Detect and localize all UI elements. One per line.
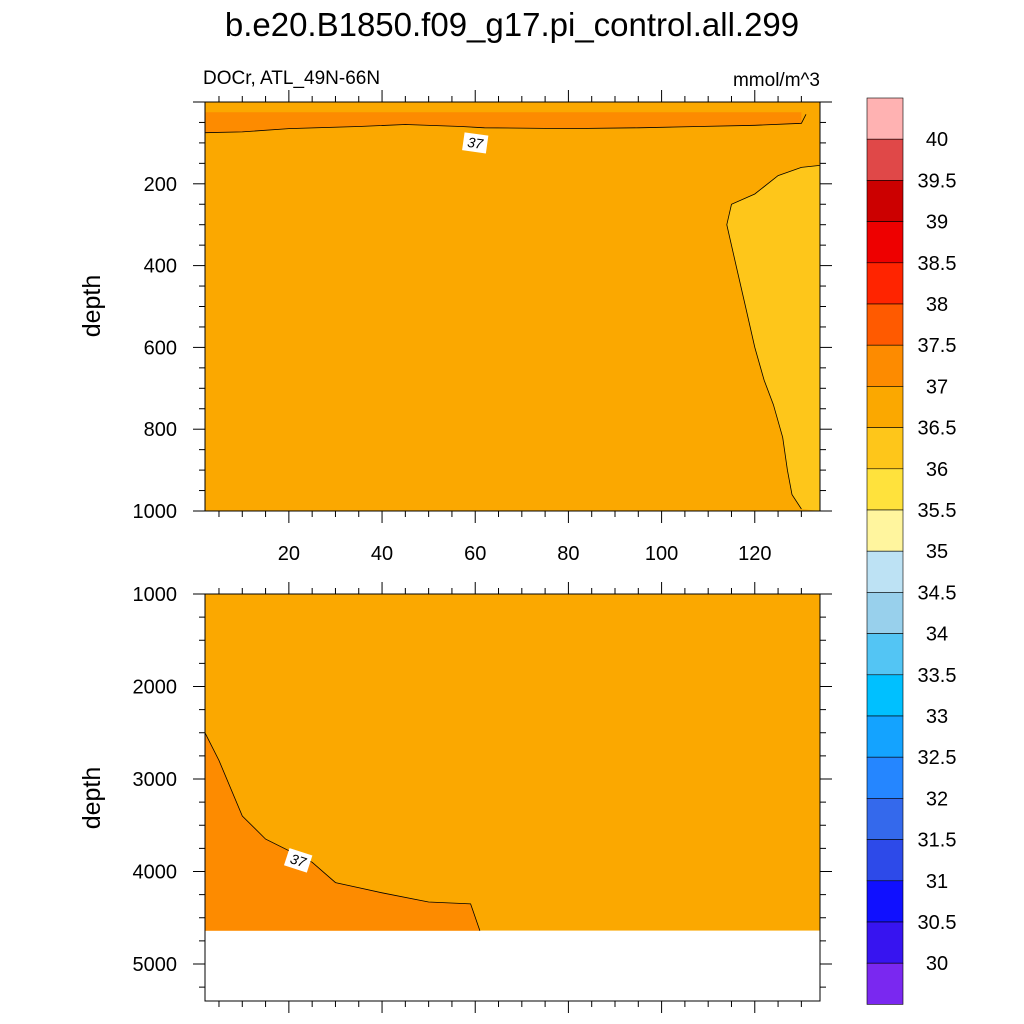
lower-missing-region bbox=[205, 930, 820, 1001]
colorbar-label: 37.5 bbox=[918, 335, 957, 357]
colorbar-label: 35 bbox=[926, 541, 948, 563]
colorbar-label: 39 bbox=[926, 212, 948, 234]
colorbar-swatch bbox=[866, 221, 904, 264]
colorbar-swatch bbox=[866, 509, 904, 552]
colorbar-label: 33 bbox=[926, 706, 948, 728]
lower-panel: 37 1000 2000 3000 4000 5000 bbox=[133, 582, 832, 1013]
colorbar-swatch bbox=[866, 386, 904, 428]
colorbar-label: 34.5 bbox=[918, 582, 957, 604]
y-tick-label: 800 bbox=[144, 419, 177, 441]
colorbar-label: 38 bbox=[926, 294, 948, 316]
colorbar-swatch bbox=[866, 550, 904, 593]
upper-contour-region-1 bbox=[205, 112, 802, 133]
y-tick-label: 5000 bbox=[133, 954, 178, 976]
colorbar-swatch bbox=[866, 97, 904, 140]
svg-text:37: 37 bbox=[288, 850, 309, 870]
figure-title: b.e20.B1850.f09_g17.pi_control.all.299 bbox=[225, 6, 799, 43]
y-tick-label: 3000 bbox=[133, 769, 178, 791]
x-tick-label: 100 bbox=[645, 543, 678, 565]
colorbar-swatch bbox=[866, 180, 904, 222]
colorbar-swatch bbox=[866, 592, 904, 634]
colorbar-swatch bbox=[866, 962, 904, 1005]
upper-contour-region-2 bbox=[726, 165, 820, 511]
x-tick-label: 120 bbox=[738, 543, 771, 565]
upper-depth-axis-label: depth bbox=[78, 275, 106, 338]
colorbar-swatch bbox=[866, 756, 904, 799]
svg-text:37: 37 bbox=[466, 134, 485, 152]
colorbar-label: 38.5 bbox=[918, 253, 957, 275]
colorbar-swatch bbox=[866, 839, 904, 882]
lower-frame bbox=[204, 593, 821, 1002]
x-tick-label: 40 bbox=[371, 543, 393, 565]
upper-contour-line-2 bbox=[726, 165, 821, 510]
x-tick-label: 20 bbox=[278, 543, 300, 565]
y-tick-label: 4000 bbox=[133, 862, 178, 884]
upper-fill-36-5-37 bbox=[205, 102, 820, 511]
x-tick-label: 80 bbox=[557, 543, 579, 565]
colorbar-label: 37 bbox=[926, 376, 948, 398]
colorbar-swatch bbox=[866, 427, 904, 470]
upper-contour-label: 37 bbox=[462, 132, 489, 154]
units-subtitle: mmol/m^3 bbox=[733, 70, 820, 91]
colorbar-swatch bbox=[866, 633, 904, 676]
colorbar-label: 30 bbox=[926, 953, 948, 975]
colorbar-label: 33.5 bbox=[918, 665, 957, 687]
y-tick-label: 600 bbox=[144, 337, 177, 359]
x-tick-label: 60 bbox=[464, 543, 486, 565]
colorbar-label: 40 bbox=[926, 129, 948, 151]
colorbar-swatch bbox=[866, 715, 904, 758]
upper-panel: 37 20 40 60 80 100 120 200 400 600 800 1000 bbox=[133, 90, 832, 565]
colorbar: 40 39.5 39 38.5 38 37.5 37 36.5 36 35.5 35 34.5 34 33… bbox=[866, 97, 957, 1005]
colorbar-swatch bbox=[866, 468, 904, 511]
colorbar-label: 32 bbox=[926, 788, 948, 810]
y-tick-label: 400 bbox=[144, 256, 177, 278]
colorbar-swatch bbox=[866, 344, 904, 387]
colorbar-swatch bbox=[866, 798, 904, 840]
y-tick-label: 1000 bbox=[133, 584, 178, 606]
y-tick-label: 200 bbox=[144, 174, 177, 196]
colorbar-swatch bbox=[866, 303, 904, 346]
lower-depth-axis-label: depth bbox=[78, 767, 106, 830]
left-subtitle: DOCr, ATL_49N-66N bbox=[203, 68, 380, 89]
upper-contour-line-1 bbox=[204, 114, 807, 134]
colorbar-swatch bbox=[866, 880, 904, 923]
colorbar-label: 35.5 bbox=[918, 500, 957, 522]
colorbar-label: 31 bbox=[926, 871, 948, 893]
colorbar-label: 31.5 bbox=[918, 830, 957, 852]
colorbar-label: 32.5 bbox=[918, 747, 957, 769]
colorbar-swatch bbox=[866, 262, 904, 305]
y-tick-label: 1000 bbox=[133, 501, 178, 523]
colorbar-label: 30.5 bbox=[918, 912, 957, 934]
lower-contour-region-1 bbox=[205, 732, 480, 931]
colorbar-label: 39.5 bbox=[918, 170, 957, 192]
lower-contour-label: 37 bbox=[283, 848, 313, 873]
colorbar-label: 36 bbox=[926, 459, 948, 481]
y-tick-label: 2000 bbox=[133, 677, 178, 699]
colorbar-swatch bbox=[866, 674, 904, 717]
colorbar-label: 36.5 bbox=[918, 418, 957, 440]
colorbar-swatch bbox=[866, 138, 904, 181]
lower-contour-line-1 bbox=[204, 732, 481, 931]
colorbar-swatch bbox=[866, 921, 904, 964]
colorbar-label: 34 bbox=[926, 624, 948, 646]
